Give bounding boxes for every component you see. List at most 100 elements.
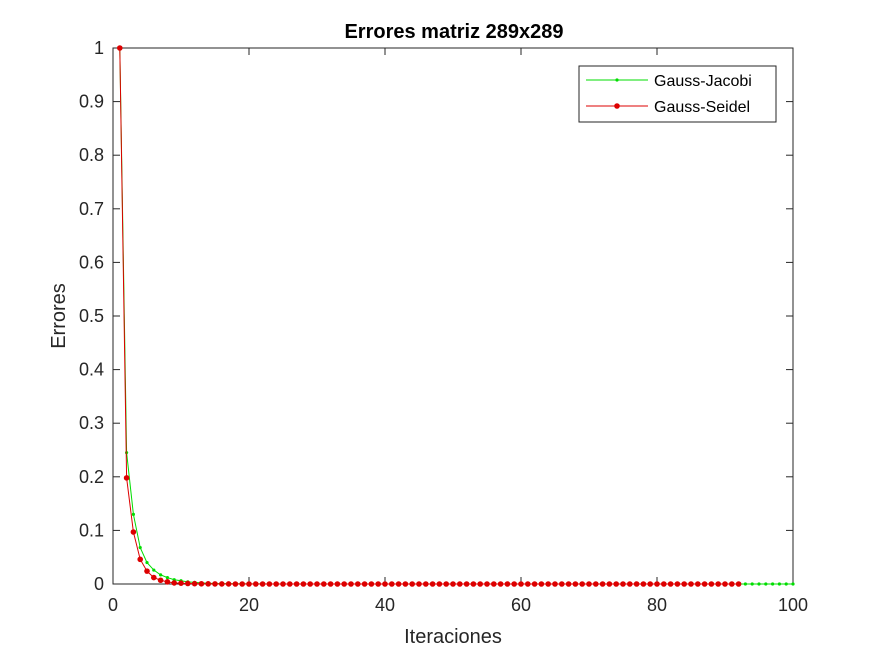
data-point-gauss-seidel — [633, 581, 640, 587]
data-point-gauss-seidel — [518, 581, 524, 587]
data-point-gauss-seidel — [620, 581, 626, 587]
x-tick-label: 60 — [511, 595, 531, 615]
data-point-gauss-seidel — [402, 581, 409, 587]
data-point-gauss-jacobi — [771, 582, 775, 586]
data-point-gauss-seidel — [144, 568, 150, 574]
data-point-gauss-jacobi — [145, 560, 149, 565]
data-point-gauss-seidel — [178, 580, 184, 586]
data-point-gauss-seidel — [130, 529, 137, 535]
data-point-gauss-jacobi — [743, 582, 748, 586]
data-point-gauss-seidel — [280, 581, 286, 587]
data-point-gauss-seidel — [654, 581, 660, 587]
data-point-gauss-seidel — [307, 581, 314, 587]
plot-area — [112, 47, 794, 585]
data-point-gauss-seidel — [525, 581, 531, 587]
data-point-gauss-seidel — [151, 574, 157, 581]
data-point-gauss-seidel — [389, 581, 395, 587]
data-point-gauss-jacobi — [791, 582, 795, 586]
data-point-gauss-seidel — [314, 581, 320, 587]
data-point-gauss-seidel — [729, 581, 735, 587]
data-point-gauss-seidel — [253, 581, 259, 587]
y-tick-label: 0.5 — [79, 306, 104, 326]
data-point-gauss-seidel — [198, 580, 205, 587]
y-tick-label: 0.7 — [79, 199, 104, 219]
data-point-gauss-jacobi — [777, 582, 782, 586]
data-point-gauss-jacobi — [784, 582, 788, 586]
data-point-gauss-seidel — [300, 581, 307, 587]
series-layer — [117, 45, 795, 587]
legend-label-gauss-seidel: Gauss-Seidel — [654, 99, 750, 116]
data-point-gauss-seidel — [667, 581, 674, 587]
data-point-gauss-seidel — [695, 581, 701, 587]
data-point-gauss-seidel — [416, 581, 422, 587]
data-point-gauss-seidel — [545, 581, 551, 587]
data-point-gauss-seidel — [640, 581, 647, 587]
legend-marker-gauss-seidel — [614, 103, 620, 109]
y-axis-title: Errores — [48, 283, 70, 349]
data-point-gauss-seidel — [463, 581, 470, 587]
data-point-gauss-seidel — [273, 581, 280, 587]
data-point-gauss-jacobi — [750, 582, 754, 586]
data-point-gauss-seidel — [157, 577, 164, 584]
y-tick-label: 0.9 — [79, 92, 104, 112]
y-tick-label: 0.6 — [79, 252, 104, 272]
data-point-gauss-seidel — [715, 581, 721, 587]
data-point-gauss-seidel — [287, 581, 293, 587]
chart-title: Errores matriz 289x289 — [344, 21, 563, 43]
data-point-gauss-seidel — [423, 581, 429, 587]
data-point-gauss-seidel — [708, 581, 715, 587]
axis-tick-labels: 0 20 40 60 80 100 0 0.1 0.2 0.3 0.4 0.5 0.6 0.7 0.8 0.9… — [79, 38, 808, 615]
data-point-gauss-seidel — [586, 581, 592, 587]
data-point-gauss-seidel — [259, 581, 266, 587]
data-point-gauss-seidel — [661, 581, 667, 587]
data-point-gauss-seidel — [538, 581, 545, 587]
x-tick-label: 20 — [239, 595, 259, 615]
data-point-gauss-seidel — [361, 581, 368, 587]
data-point-gauss-seidel — [334, 581, 341, 587]
x-tick-label: 80 — [647, 595, 667, 615]
data-point-gauss-seidel — [164, 579, 171, 585]
y-tick-label: 0 — [94, 574, 104, 594]
data-point-gauss-seidel — [606, 581, 613, 587]
data-point-gauss-seidel — [688, 581, 694, 587]
data-point-gauss-seidel — [219, 581, 225, 587]
legend-marker-gauss-jacobi — [615, 78, 619, 82]
data-point-gauss-seidel — [565, 581, 572, 587]
data-point-gauss-seidel — [348, 581, 354, 587]
y-tick-label: 0.3 — [79, 413, 104, 433]
data-point-gauss-seidel — [497, 581, 504, 587]
data-point-gauss-seidel — [647, 581, 653, 587]
data-point-gauss-jacobi — [152, 568, 156, 572]
data-point-gauss-seidel — [477, 581, 484, 587]
data-point-gauss-seidel — [470, 581, 477, 587]
data-point-gauss-jacobi — [165, 575, 169, 580]
data-point-gauss-jacobi — [159, 573, 163, 577]
data-point-gauss-seidel — [613, 581, 619, 587]
y-tick-label: 0.1 — [79, 520, 104, 540]
data-point-gauss-seidel — [225, 581, 232, 587]
data-point-gauss-seidel — [232, 581, 239, 587]
data-point-gauss-seidel — [491, 581, 497, 587]
data-point-gauss-seidel — [395, 581, 402, 587]
data-point-gauss-seidel — [382, 581, 388, 587]
y-tick-label: 1 — [94, 38, 104, 58]
data-point-gauss-seidel — [185, 580, 191, 587]
data-point-gauss-seidel — [341, 581, 348, 587]
data-point-gauss-seidel — [246, 581, 252, 587]
data-point-gauss-jacobi — [131, 512, 135, 516]
data-point-gauss-seidel — [205, 581, 211, 587]
data-point-gauss-seidel — [599, 581, 606, 587]
data-point-gauss-seidel — [531, 581, 538, 587]
data-point-gauss-seidel — [572, 581, 579, 587]
data-point-gauss-seidel — [212, 581, 218, 587]
data-point-gauss-seidel — [674, 581, 681, 587]
data-point-gauss-seidel — [593, 581, 599, 587]
data-point-gauss-seidel — [266, 581, 273, 587]
data-point-gauss-seidel — [293, 581, 300, 587]
y-tick-label: 0.4 — [79, 360, 104, 380]
x-tick-label: 0 — [108, 595, 118, 615]
x-tick-label: 100 — [778, 595, 808, 615]
data-point-gauss-seidel — [681, 581, 687, 587]
data-point-gauss-seidel — [375, 581, 382, 587]
